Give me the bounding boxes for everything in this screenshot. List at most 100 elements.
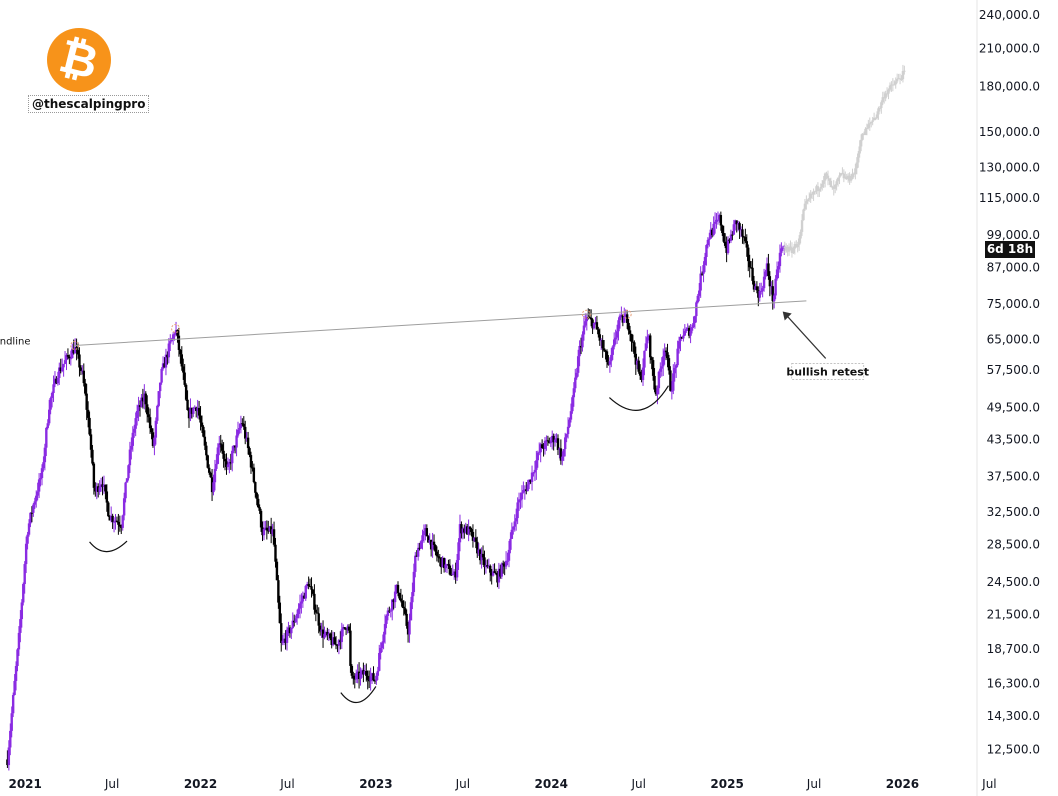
candle-body	[316, 612, 319, 614]
candle-body	[78, 354, 81, 368]
candle-body	[30, 512, 34, 514]
candle-body	[179, 349, 182, 355]
projection-candle-body	[818, 188, 821, 192]
candle-body	[628, 330, 632, 334]
candle-body	[272, 529, 276, 545]
time-axis[interactable]: 2021 Jul 2022 Jul 2023 Jul 2024 Jul 2025 Jul 2026 J…	[8, 777, 996, 791]
candle-body	[105, 491, 109, 503]
candle-body	[752, 280, 756, 290]
candle-body	[216, 447, 220, 464]
candle-body	[646, 337, 649, 344]
candle-body	[624, 314, 627, 317]
candle-body	[627, 322, 630, 331]
candle-body	[327, 633, 331, 636]
candle-body	[608, 361, 612, 365]
price-tick-label: 16,300.0	[987, 676, 1040, 690]
candle-body	[66, 355, 70, 357]
candle-body	[721, 225, 724, 234]
candle-body	[158, 382, 162, 392]
candle-body	[71, 348, 74, 359]
candle-body	[409, 602, 413, 621]
projection-candle-body	[793, 244, 797, 249]
projection-candle-body	[861, 133, 864, 140]
projection-candle-body	[854, 168, 857, 175]
candle-body	[689, 330, 692, 336]
candle-body	[526, 484, 529, 492]
candle-body	[385, 615, 388, 624]
candle-body	[262, 528, 266, 536]
candle-body	[288, 627, 292, 634]
candle-body	[120, 526, 123, 528]
candle-body	[212, 482, 215, 493]
candle-body	[294, 618, 297, 623]
projection-candle-body	[831, 186, 834, 188]
candle-body	[575, 372, 578, 378]
candle-body	[265, 527, 269, 531]
candle-body	[530, 472, 534, 482]
candle-body	[553, 439, 557, 443]
candle-body	[369, 676, 372, 682]
candle-body	[134, 418, 137, 429]
candle-body	[52, 384, 55, 393]
projection-candle-body	[858, 146, 861, 154]
candle-body	[637, 360, 640, 372]
candle-body	[620, 315, 623, 317]
candle-body	[130, 445, 133, 450]
candle-body	[91, 449, 94, 464]
candle-body	[9, 730, 12, 748]
candle-body	[357, 671, 361, 680]
candle-body	[540, 444, 544, 449]
candle-body	[84, 383, 87, 394]
projection-candle-body	[867, 124, 870, 128]
price-tick-label: 150,000.0	[979, 125, 1040, 139]
candle-body	[383, 623, 387, 635]
candle-body	[232, 445, 235, 451]
candle-body	[758, 290, 761, 298]
candle-body	[551, 435, 554, 441]
projection-candle-body	[884, 93, 887, 99]
projection-candle-body	[851, 173, 854, 179]
candle-body	[411, 592, 414, 603]
candle-body	[708, 238, 711, 240]
candle-body	[630, 333, 633, 342]
candle-body	[589, 317, 593, 320]
projection-candle-body	[903, 70, 906, 72]
candle-body	[213, 468, 217, 483]
candle-body	[677, 341, 681, 349]
candle-body	[412, 571, 416, 593]
candle-body	[669, 370, 672, 391]
candle-body	[525, 489, 528, 492]
candle-body	[676, 348, 679, 366]
projection-candle-body	[833, 184, 837, 189]
candle-body	[138, 405, 142, 407]
candle-body	[235, 435, 238, 448]
price-axis[interactable]: 240,000.0 210,000.0 180,000.0 150,000.0 130,…	[979, 8, 1040, 756]
candle-body	[303, 595, 306, 599]
projection-candle-body	[823, 173, 827, 181]
candle-body	[19, 619, 22, 633]
time-tick-label: 2026	[886, 777, 919, 791]
candle-body	[169, 341, 172, 344]
candle-body	[238, 428, 241, 430]
candle-body	[95, 486, 98, 492]
candle-body	[50, 392, 54, 398]
projection-candle-body	[826, 175, 830, 179]
projection-candle-body	[852, 173, 856, 175]
candle-body	[712, 223, 715, 236]
candle-body	[300, 601, 303, 604]
candle-body	[330, 638, 333, 645]
candle-body	[280, 623, 283, 643]
candle-body	[649, 335, 652, 358]
price-tick-label: 115,000.0	[979, 191, 1040, 205]
candle-body	[778, 252, 782, 267]
candle-body	[254, 482, 257, 493]
candle-body	[65, 355, 68, 361]
candle-body	[422, 531, 426, 536]
candle-body	[500, 563, 503, 577]
candle-body	[144, 393, 147, 405]
candle-body	[324, 632, 328, 634]
candle-body	[545, 440, 548, 442]
time-tick-label: 2023	[359, 777, 392, 791]
candle-body	[471, 531, 475, 541]
